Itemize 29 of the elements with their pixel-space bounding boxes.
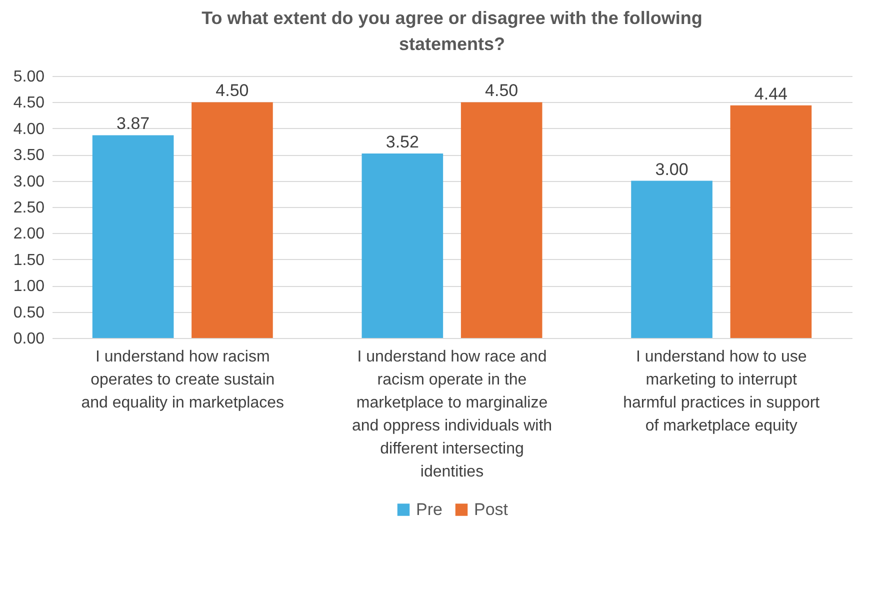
bar [631,180,712,338]
legend-label: Pre [416,500,442,519]
legend-label: Post [474,500,508,519]
y-tick-label: 1.50 [13,252,45,269]
bar [92,135,174,338]
y-tick-label: 2.50 [13,200,45,216]
data-label: 3.52 [386,132,419,152]
bar [362,154,444,338]
chart-title: To what extent do you agree or disagree with the following statements? [202,8,702,54]
y-tick-label: 1.00 [13,278,45,296]
y-tick-label: 3.50 [13,147,45,164]
bar [730,105,812,338]
data-label: 4.44 [754,84,788,104]
y-tick-label: 0.00 [13,330,45,348]
data-label: 4.50 [216,81,249,100]
data-label: 3.87 [116,114,150,134]
y-tick-label: 5.00 [13,68,45,86]
bar [460,102,542,338]
bar [192,102,273,338]
x-tick-label: I understand how racism operates to create sustain and equality in marketplaces [81,348,284,412]
y-tick-label: 2.00 [13,226,45,243]
data-label: 4.50 [485,81,518,100]
y-tick-label: 4.50 [13,94,45,112]
x-tick-label: I understand how race and racism operate in the marketplace to marginalize and oppress individuals with different intersecting identities [352,348,552,480]
y-tick-label: 3.00 [13,173,45,190]
y-tick-label: 4.00 [13,120,45,138]
y-tick-label: 0.50 [13,304,45,322]
data-label: 3.00 [655,160,688,179]
x-tick-label: I understand how to use marketing to interrupt harmful practices in support of marketplace equity [623,348,820,434]
